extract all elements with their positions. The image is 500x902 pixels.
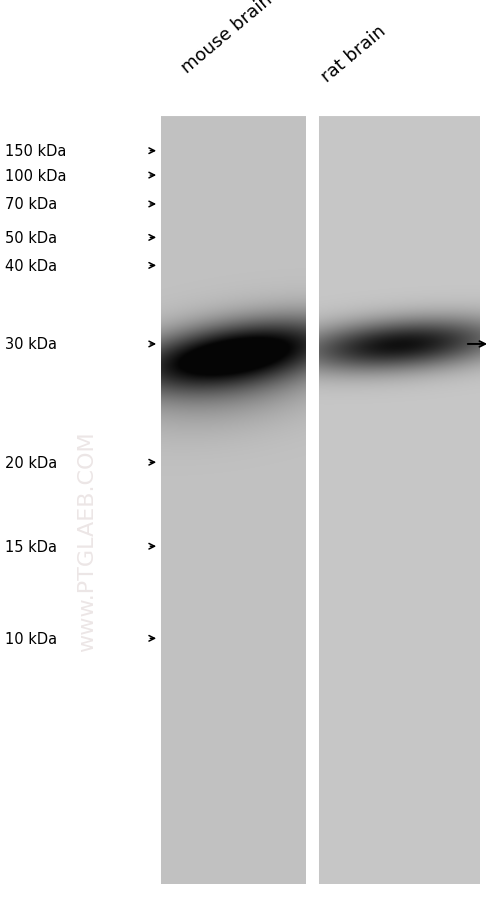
Text: mouse brain: mouse brain (178, 0, 276, 77)
Text: 10 kDa: 10 kDa (5, 631, 57, 646)
Text: rat brain: rat brain (318, 22, 390, 86)
Text: 20 kDa: 20 kDa (5, 456, 57, 470)
Text: 50 kDa: 50 kDa (5, 231, 57, 245)
Text: www.PTGLAEB.COM: www.PTGLAEB.COM (78, 431, 98, 651)
Text: 100 kDa: 100 kDa (5, 169, 66, 183)
Text: 40 kDa: 40 kDa (5, 259, 57, 273)
Text: 70 kDa: 70 kDa (5, 198, 57, 212)
Text: 30 kDa: 30 kDa (5, 337, 57, 352)
Text: 15 kDa: 15 kDa (5, 539, 57, 554)
Text: 150 kDa: 150 kDa (5, 144, 66, 159)
